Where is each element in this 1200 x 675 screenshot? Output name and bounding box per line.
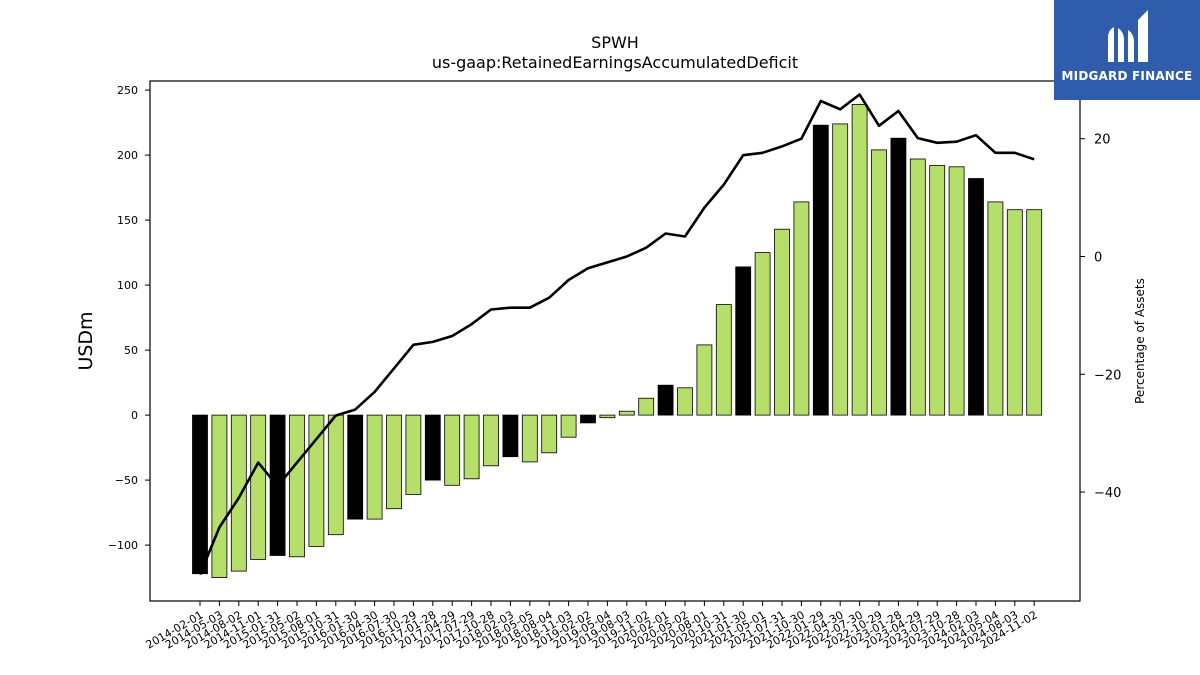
y-tick-label-right: 20 <box>1094 133 1111 148</box>
y-tick-label-right: −40 <box>1094 486 1121 501</box>
bar <box>677 387 693 416</box>
brand-name: MIDGARD FINANCE <box>1061 69 1193 83</box>
brand-logo: MIDGARD FINANCE <box>1054 0 1200 100</box>
y-tick-label-left: 200 <box>117 149 138 162</box>
bar <box>987 201 1004 416</box>
bar <box>890 137 907 416</box>
bar <box>1006 209 1023 416</box>
bar <box>424 414 441 481</box>
y-tick-label-left: 0 <box>131 409 138 422</box>
bar <box>735 266 752 416</box>
y-tick-label-left: 100 <box>117 279 138 292</box>
bar <box>871 149 887 416</box>
y-tick-label-right: −20 <box>1094 368 1121 383</box>
y-tick-label-left: 50 <box>124 344 138 357</box>
y-tick-label-right: 0 <box>1094 250 1102 265</box>
bar <box>250 414 267 560</box>
series-line <box>198 93 1035 575</box>
y-tick-label-left: 250 <box>117 84 138 97</box>
y-tick-label-left: 150 <box>117 214 138 227</box>
bar <box>754 252 771 416</box>
bar <box>444 414 461 486</box>
y-axis-left: −100 −50 0 50 100 150 200 250 <box>108 84 150 552</box>
bar <box>521 414 538 463</box>
bar <box>327 414 344 536</box>
bar-group <box>192 104 1043 579</box>
y-tick-label-left: −100 <box>108 539 138 552</box>
bar <box>483 414 499 467</box>
bar <box>463 414 480 480</box>
bar <box>580 414 596 424</box>
bar <box>541 414 558 454</box>
x-axis: 2014-02-012014-05-032014-08-022014-11-01… <box>144 601 1040 652</box>
bar <box>502 414 519 458</box>
y-axis-right: −40 −20 0 20 <box>1080 133 1121 501</box>
bar <box>347 414 364 520</box>
line-group <box>198 93 1035 575</box>
bar <box>1026 209 1043 416</box>
bar <box>909 158 926 416</box>
bar <box>774 228 790 416</box>
bar <box>560 414 577 438</box>
bar <box>366 414 383 520</box>
plot-frame <box>149 80 1081 602</box>
chart-subtitle: us-gaap:RetainedEarningsAccumulatedDefic… <box>432 53 798 72</box>
bar <box>929 165 946 416</box>
bar <box>948 166 965 416</box>
bar <box>715 304 732 416</box>
bar <box>657 384 674 416</box>
bar <box>793 201 810 416</box>
bar <box>289 414 305 558</box>
bar <box>211 414 228 579</box>
bar <box>230 414 247 572</box>
bar <box>812 124 829 416</box>
bar <box>968 178 984 416</box>
bar <box>638 397 655 416</box>
chart-title: SPWH <box>591 33 639 52</box>
bar <box>696 344 713 416</box>
bar <box>405 414 422 495</box>
bar <box>599 414 616 419</box>
midgard-logo-icon <box>1108 10 1148 62</box>
bar <box>386 414 402 510</box>
bar <box>192 414 208 575</box>
y-axis-label-left: USDm <box>75 311 97 370</box>
bar <box>618 410 635 416</box>
bar <box>851 104 868 416</box>
bar <box>832 123 849 416</box>
y-tick-label-left: −50 <box>115 474 138 487</box>
y-axis-label-right: Percentage of Assets <box>1133 278 1147 404</box>
bar <box>308 414 325 547</box>
